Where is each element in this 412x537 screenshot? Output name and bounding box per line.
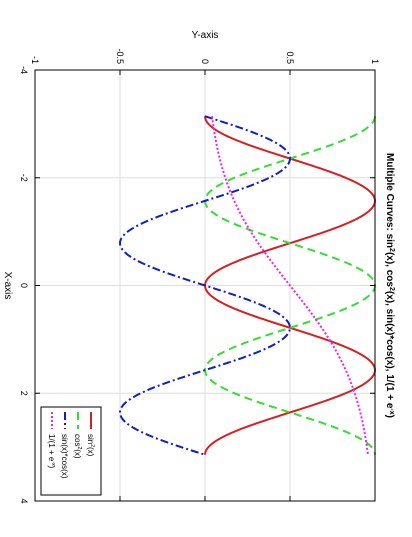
legend-label-sincos: sin(x)*cos(x) bbox=[60, 434, 69, 479]
legend-label-logistic: 1/(1 + e-x) bbox=[47, 434, 56, 469]
x-tick-label: -2 bbox=[19, 174, 29, 182]
y-tick-label: 0.5 bbox=[285, 51, 295, 64]
y-axis-label: Y-axis bbox=[192, 30, 219, 41]
y-tick-label: -1 bbox=[30, 56, 40, 64]
x-tick-label: -4 bbox=[19, 66, 29, 74]
y-tick-label: 0 bbox=[200, 59, 210, 64]
x-tick-label: 0 bbox=[19, 283, 29, 288]
y-tick-label: 1 bbox=[370, 59, 380, 64]
chart-title: Multiple Curves: sin2(x), cos2(x), sin(x… bbox=[384, 153, 396, 418]
series-line-logistic bbox=[211, 116, 369, 455]
x-axis-label: X-axis bbox=[2, 272, 13, 300]
legend-box bbox=[40, 406, 102, 496]
ticks: -4 -2 0 2 4 -1 -0.5 0 0.5 1 bbox=[19, 48, 380, 503]
x-tick-label: 2 bbox=[19, 391, 29, 396]
series-line-sincos bbox=[118, 115, 292, 456]
y-tick-label: -0.5 bbox=[115, 48, 125, 64]
rotated-figure: -4 -2 0 2 4 -1 -0.5 0 0.5 1 X-axis Y-axis Multiple C… bbox=[2, 30, 396, 504]
x-tick-label: 4 bbox=[19, 498, 29, 503]
legend-label-sin2: sin2(x) bbox=[86, 434, 95, 457]
legend: sin2(x) cos2(x) sin(x)*cos(x) 1/(1 + e-x) bbox=[40, 406, 102, 496]
legend-label-cos2: cos2(x) bbox=[73, 434, 82, 459]
